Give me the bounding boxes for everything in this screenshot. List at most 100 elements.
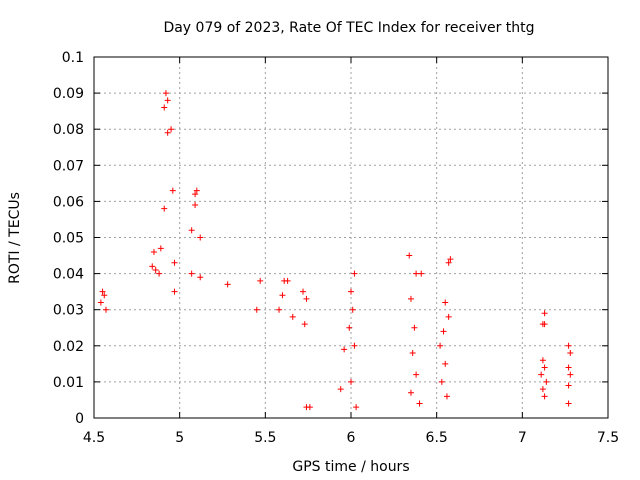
data-point	[407, 389, 414, 396]
data-point	[152, 266, 159, 273]
x-axis-label: GPS time / hours	[292, 459, 409, 475]
data-point	[349, 306, 356, 313]
y-tick-label: 0.1	[62, 50, 84, 66]
data-point	[164, 97, 171, 104]
data-point	[442, 360, 449, 367]
data-point	[440, 328, 447, 335]
data-point	[565, 382, 572, 389]
data-point	[447, 256, 454, 263]
data-point	[164, 129, 171, 136]
y-tick-label: 0.04	[53, 267, 84, 283]
data-point	[437, 342, 444, 349]
data-point	[303, 295, 310, 302]
data-point	[171, 288, 178, 295]
data-point	[445, 313, 452, 320]
data-point	[565, 364, 572, 371]
data-point	[351, 342, 358, 349]
data-point	[149, 263, 156, 270]
data-point	[565, 400, 572, 407]
x-tick-label: 7	[518, 430, 527, 446]
data-point	[541, 364, 548, 371]
data-point	[567, 371, 574, 378]
y-tick-label: 0.02	[53, 339, 84, 355]
y-tick-label: 0.08	[53, 122, 84, 138]
data-point	[188, 270, 195, 277]
y-axis-label: ROTI / TECUs	[7, 192, 23, 284]
data-point	[348, 378, 354, 385]
x-tick-label: 6.5	[426, 430, 448, 446]
data-point	[418, 270, 425, 277]
x-tick-label: 5	[175, 430, 184, 446]
data-point	[539, 386, 546, 393]
data-point	[257, 277, 264, 284]
data-point	[413, 371, 420, 378]
data-point	[197, 274, 204, 281]
y-tick-label: 0.01	[53, 375, 84, 391]
data-point	[150, 248, 157, 255]
data-point	[168, 126, 175, 133]
data-point	[409, 350, 416, 357]
data-point	[192, 191, 199, 198]
data-point	[541, 393, 548, 400]
data-point	[192, 202, 199, 209]
data-point	[224, 281, 231, 288]
y-tick-label: 0.05	[53, 231, 84, 247]
data-point	[567, 350, 574, 357]
data-point	[169, 187, 176, 194]
data-point	[445, 259, 452, 266]
data-point	[346, 324, 353, 331]
data-point	[353, 404, 360, 411]
data-point	[193, 187, 200, 194]
data-point	[406, 252, 413, 259]
data-point	[171, 259, 178, 266]
data-point	[411, 324, 418, 331]
x-tick-label: 4.5	[83, 430, 105, 446]
x-tick-label: 6	[347, 430, 356, 446]
data-point	[276, 306, 283, 313]
axis-ticks: 4.5 5 5.5 6 6.5 7 7.5 0 0.01 0.02 0.03 0.04 0.05 0.06…	[53, 50, 619, 446]
data-point	[281, 277, 288, 284]
y-tick-label: 0.07	[53, 158, 84, 174]
data-point	[197, 234, 204, 241]
data-point	[539, 357, 546, 364]
data-point	[101, 292, 108, 299]
data-point	[348, 288, 354, 295]
data-point	[99, 288, 106, 295]
y-tick-label: 0	[75, 411, 84, 427]
data-point	[541, 310, 548, 317]
data-points	[97, 90, 574, 411]
data-point	[413, 270, 420, 277]
data-point	[442, 299, 449, 306]
data-point	[351, 270, 358, 277]
data-point	[443, 393, 450, 400]
data-point	[337, 386, 344, 393]
data-point	[162, 90, 169, 97]
data-point	[541, 321, 548, 328]
data-point	[279, 292, 286, 299]
data-point	[97, 299, 104, 306]
data-point	[301, 321, 308, 328]
data-point	[102, 306, 109, 313]
y-tick-label: 0.09	[53, 86, 84, 102]
data-point	[416, 400, 423, 407]
data-point	[306, 404, 313, 411]
data-point	[407, 295, 414, 302]
data-point	[157, 245, 164, 252]
data-point	[438, 378, 445, 385]
data-point	[565, 342, 572, 349]
data-point	[341, 346, 348, 353]
y-tick-label: 0.03	[53, 303, 84, 319]
data-point	[156, 270, 163, 277]
data-point	[289, 313, 296, 320]
data-point	[543, 378, 550, 385]
data-point	[161, 104, 168, 111]
data-point	[538, 371, 545, 378]
data-point	[253, 306, 260, 313]
data-point	[300, 288, 307, 295]
plot-frame	[93, 56, 609, 419]
x-tick-label: 5.5	[254, 430, 276, 446]
y-tick-label: 0.06	[53, 194, 84, 210]
data-point	[161, 205, 168, 212]
